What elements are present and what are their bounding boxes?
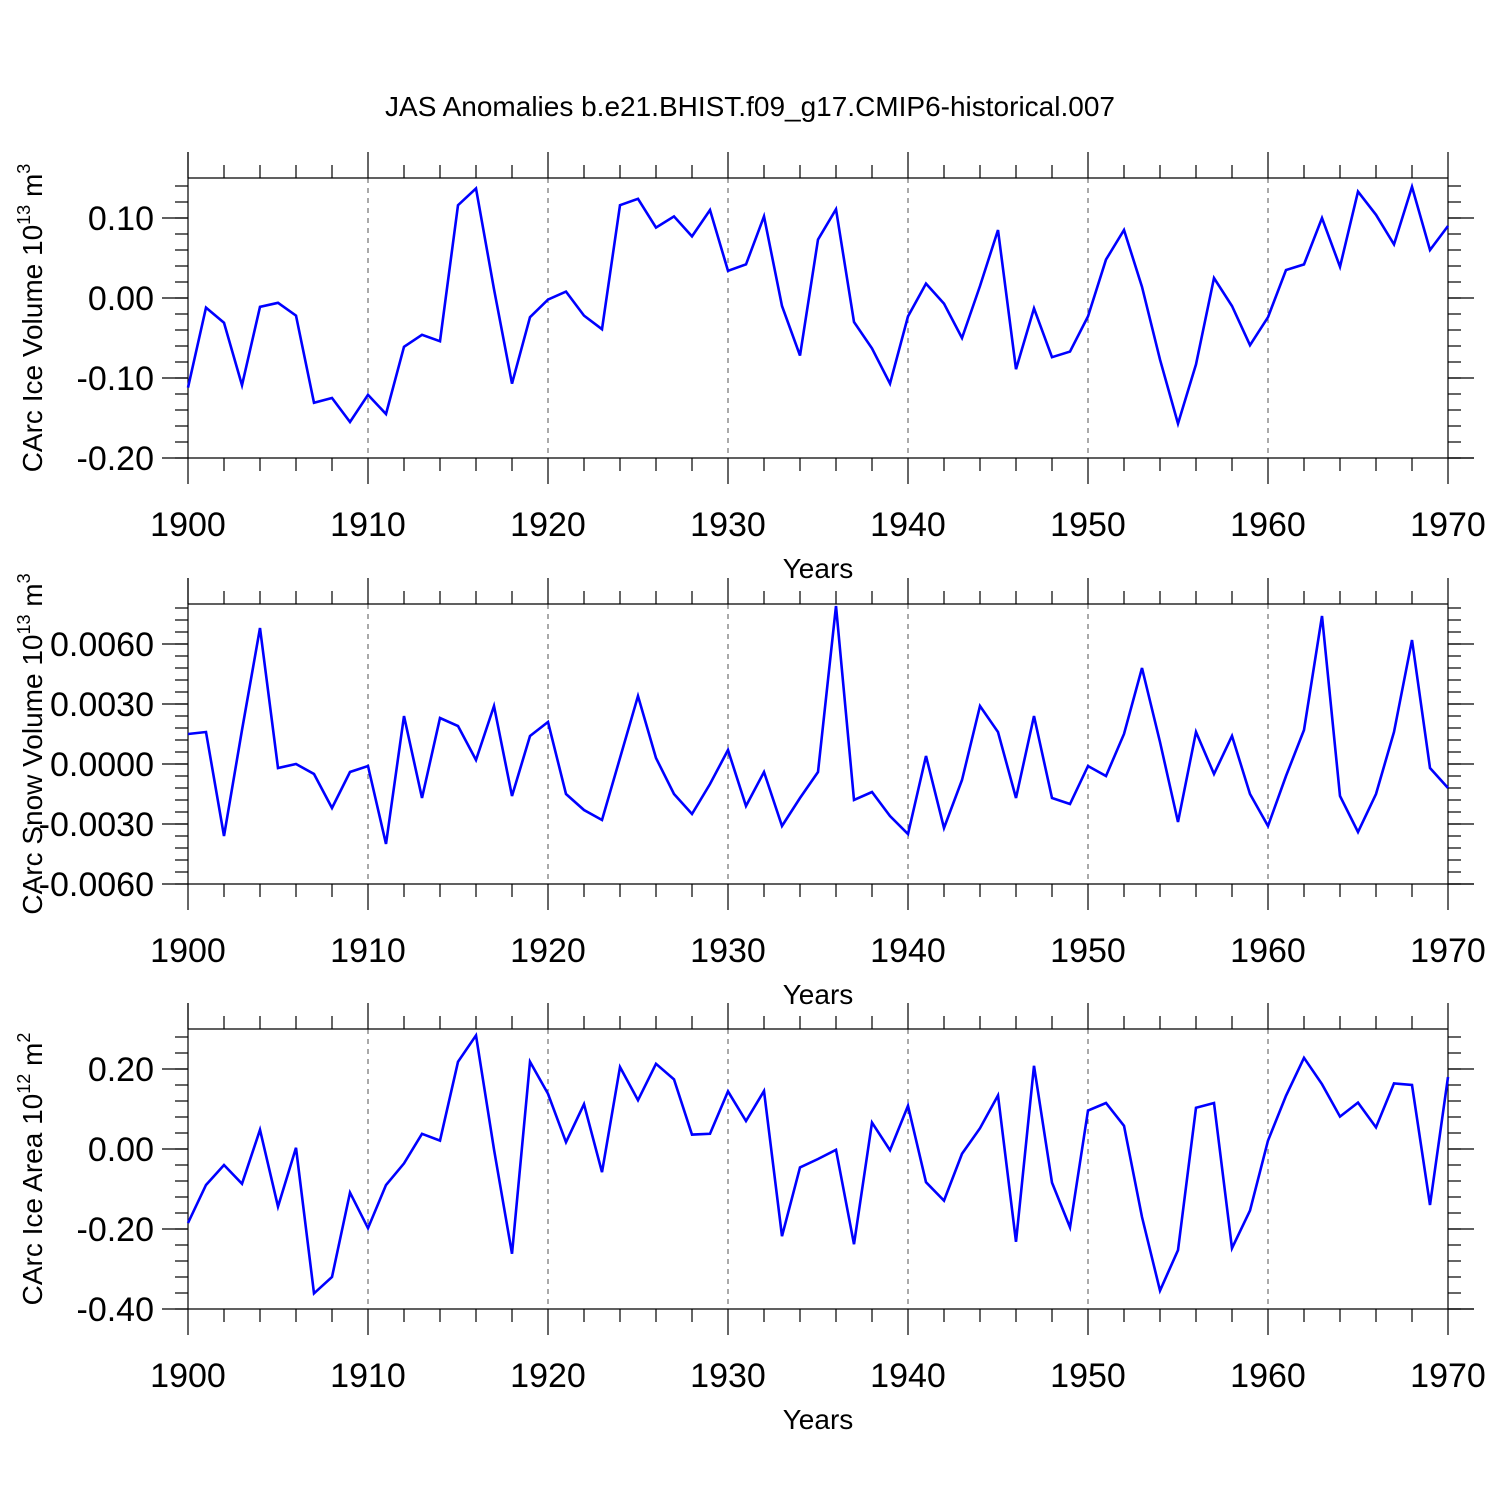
ice-area-y-axis-title-exp: 12 bbox=[14, 1074, 34, 1094]
ice-volume-y-axis-title-unit: m bbox=[17, 174, 48, 205]
ice-area-x-tick-label: 1900 bbox=[150, 1357, 226, 1395]
panels: 1900 1910 1920 1930 1940 1950 1960 1970 Years -0.… bbox=[14, 152, 1486, 1435]
snow-volume-y-axis-title: CArc Snow Volume 1013 m3 bbox=[14, 573, 48, 914]
snow-volume-x-tick-label: 1920 bbox=[510, 932, 586, 970]
ice-volume-x-tick-label: 1950 bbox=[1050, 506, 1126, 544]
ice-area-x-tick-label: 1940 bbox=[870, 1357, 946, 1395]
snow-volume-x-tick-label: 1910 bbox=[330, 932, 406, 970]
ice-area-y-axis-title: CArc Ice Area 1012 m2 bbox=[14, 1033, 48, 1306]
panel-ice-area: 1900 1910 1920 1930 1940 1950 1960 1970 Years -0.… bbox=[14, 1003, 1486, 1435]
panel-snow-volume: 1900 1910 1920 1930 1940 1950 1960 1970 Years -0.… bbox=[14, 573, 1486, 1010]
ice-area-x-tick-label: 1960 bbox=[1230, 1357, 1306, 1395]
snow-volume-y-tick-label: -0.0030 bbox=[39, 806, 154, 844]
ice-volume-x-tick-label: 1970 bbox=[1410, 506, 1486, 544]
ice-volume-x-tick-label: 1910 bbox=[330, 506, 406, 544]
ice-volume-x-tick-label: 1900 bbox=[150, 506, 226, 544]
ice-area-series-line bbox=[186, 1031, 1450, 1297]
snow-volume-x-tick-label: 1950 bbox=[1050, 932, 1126, 970]
ice-volume-y-tick-label: -0.20 bbox=[77, 440, 155, 478]
ice-area-y-tick-label: 0.00 bbox=[88, 1131, 154, 1169]
snow-volume-y-axis-title-exp: 13 bbox=[14, 614, 34, 634]
snow-volume-x-tick-label: 1930 bbox=[690, 932, 766, 970]
ice-volume-x-tick-label: 1940 bbox=[870, 506, 946, 544]
snow-volume-y-tick-label: 0.0000 bbox=[50, 746, 154, 784]
ice-volume-x-axis-title: Years bbox=[783, 553, 854, 584]
ice-area-y-tick-label: -0.40 bbox=[77, 1291, 155, 1329]
snow-volume-x-tick-label: 1900 bbox=[150, 932, 226, 970]
ice-area-y-tick-label: 0.20 bbox=[88, 1051, 154, 1089]
ice-area-x-tick-label: 1950 bbox=[1050, 1357, 1126, 1395]
ice-volume-y-tick-label: 0.10 bbox=[88, 200, 154, 238]
ice-area-y-axis-title-unit: m bbox=[17, 1043, 48, 1074]
ice-area-x-tick-label: 1910 bbox=[330, 1357, 406, 1395]
ice-area-y-tick-label: -0.20 bbox=[77, 1211, 155, 1249]
snow-volume-x-tick-label: 1960 bbox=[1230, 932, 1306, 970]
ice-area-x-tick-label: 1970 bbox=[1410, 1357, 1486, 1395]
snow-volume-y-axis-title-text: CArc Snow Volume 10 bbox=[17, 635, 48, 915]
ice-area-x-axis-title: Years bbox=[783, 1404, 854, 1435]
ice-area-x-tick-label: 1920 bbox=[510, 1357, 586, 1395]
panel-ice-volume: 1900 1910 1920 1930 1940 1950 1960 1970 Years -0.… bbox=[14, 152, 1486, 584]
ice-volume-y-axis-title-unit-exp: 3 bbox=[14, 164, 34, 174]
snow-volume-y-axis-title-unit: m bbox=[17, 583, 48, 614]
ice-area-y-axis-title-unit-exp: 2 bbox=[14, 1033, 34, 1043]
ice-volume-series-line bbox=[186, 182, 1450, 429]
ice-area-x-tick-label: 1930 bbox=[690, 1357, 766, 1395]
snow-volume-x-tick-label: 1940 bbox=[870, 932, 946, 970]
ice-volume-y-axis-title-exp: 13 bbox=[14, 205, 34, 225]
snow-volume-y-tick-label: 0.0060 bbox=[50, 626, 154, 664]
ice-volume-y-axis-title-text: CArc Ice Volume 10 bbox=[17, 225, 48, 472]
ice-volume-x-tick-label: 1930 bbox=[690, 506, 766, 544]
ice-area-y-axis-title-text: CArc Ice Area 10 bbox=[17, 1094, 48, 1306]
ice-volume-y-tick-label: -0.10 bbox=[77, 360, 155, 398]
ice-volume-x-tick-label: 1960 bbox=[1230, 506, 1306, 544]
snow-volume-x-tick-label: 1970 bbox=[1410, 932, 1486, 970]
snow-volume-y-axis-title-unit-exp: 3 bbox=[14, 573, 34, 583]
snow-volume-x-axis-title: Years bbox=[783, 979, 854, 1010]
snow-volume-y-tick-label: -0.0060 bbox=[39, 866, 154, 904]
ice-volume-y-tick-label: 0.00 bbox=[88, 280, 154, 318]
snow-volume-y-tick-label: 0.0030 bbox=[50, 686, 154, 724]
ice-volume-x-tick-label: 1920 bbox=[510, 506, 586, 544]
figure-title: JAS Anomalies b.e21.BHIST.f09_g17.CMIP6-… bbox=[385, 91, 1115, 122]
ice-volume-y-axis-title: CArc Ice Volume 1013 m3 bbox=[14, 164, 48, 473]
snow-volume-series-line bbox=[187, 605, 1449, 845]
